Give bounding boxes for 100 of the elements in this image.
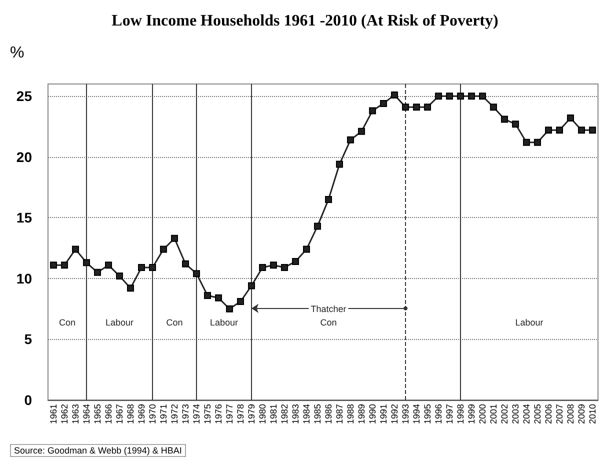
x-tick-label: 1990 (368, 404, 378, 424)
x-tick-label: 1972 (170, 404, 180, 424)
point (226, 305, 233, 312)
point (358, 128, 365, 135)
y-axis-title: % (10, 44, 24, 62)
annotation: Con (58, 318, 76, 328)
x-tick-label: 1968 (126, 404, 136, 424)
point (468, 92, 475, 100)
annotation: Thatcher (310, 304, 346, 314)
point (215, 294, 222, 302)
point (292, 258, 299, 265)
point (61, 262, 68, 269)
x-tick-label: 1981 (268, 404, 278, 424)
point (457, 92, 464, 100)
x-tick-label: 2005 (532, 404, 542, 424)
point (347, 136, 354, 144)
point (83, 259, 90, 266)
x-tick-label: 1969 (136, 404, 146, 424)
x-tick-label: 1973 (180, 404, 190, 424)
x-tick-label: 1993 (400, 404, 410, 424)
x-tick-label: 1974 (192, 404, 202, 424)
annotation: Con (166, 318, 183, 328)
x-tick-label: 1970 (148, 404, 158, 424)
point (314, 222, 321, 230)
point (248, 282, 255, 290)
x-tick-label: 1996 (434, 404, 444, 424)
point (325, 196, 332, 203)
point (369, 107, 376, 114)
x-tick-label: 2003 (510, 404, 520, 424)
point (512, 120, 519, 128)
y-tick-label: 0 (24, 392, 32, 408)
x-tick-label: 2007 (554, 404, 564, 424)
x-tick-label: 1998 (456, 404, 466, 424)
point (567, 114, 574, 122)
point (105, 262, 112, 269)
point (193, 270, 200, 278)
x-tick-label: 1961 (48, 404, 58, 424)
point (424, 104, 431, 111)
x-tick-label: 2004 (522, 404, 532, 424)
point (72, 246, 79, 253)
point (446, 92, 453, 100)
point (556, 126, 563, 134)
chart-title: Low Income Households 1961 -2010 (At Risk of Poverty) (112, 12, 498, 30)
point (171, 234, 178, 242)
y-tick-label: 15 (16, 210, 32, 226)
point (204, 292, 211, 299)
point (303, 246, 310, 253)
y-tick-label: 20 (16, 148, 32, 165)
point (380, 100, 387, 107)
point (402, 104, 409, 111)
x-tick-label: 1963 (70, 404, 80, 424)
point (182, 260, 189, 268)
point (116, 272, 123, 280)
x-tick-label: 1964 (82, 404, 92, 424)
point (270, 262, 277, 269)
x-tick-label: 2000 (478, 404, 488, 424)
x-tick-label: 2006 (544, 404, 554, 424)
annotation: Labour (515, 318, 544, 328)
x-tick-label: 1971 (158, 404, 168, 424)
x-tick-label: 1992 (390, 404, 400, 424)
x-tick-label: 1989 (356, 404, 366, 424)
point (479, 92, 486, 100)
x-tick-label: 1988 (346, 404, 356, 424)
x-tick-label: 1979 (246, 404, 256, 424)
x-tick-label: 1982 (280, 404, 290, 424)
x-tick-label: 2001 (488, 404, 498, 424)
x-tick-label: 1991 (378, 404, 388, 424)
point (50, 262, 57, 269)
y-tick-label: 10 (16, 270, 32, 286)
annotation: Labour (105, 318, 134, 328)
x-tick-label: 1986 (324, 404, 334, 424)
point (127, 284, 134, 292)
x-tick-label: 1975 (202, 404, 212, 424)
x-tick-label: 2008 (566, 404, 576, 424)
y-tick-label: 5 (24, 331, 32, 348)
annotation: Con (320, 318, 337, 328)
point (391, 91, 398, 98)
x-tick-label: 1976 (214, 404, 224, 424)
point (138, 264, 145, 272)
x-tick-label: 2010 (588, 404, 598, 424)
point (149, 264, 156, 272)
x-tick-label: 1978 (236, 404, 246, 424)
x-tick-label: 1995 (422, 404, 432, 424)
x-tick-label: 2002 (500, 404, 510, 424)
x-tick-label: 1983 (290, 404, 300, 424)
x-tick-label: 1980 (258, 404, 268, 424)
point (490, 104, 497, 111)
y-tick-label: 25 (16, 88, 32, 104)
point (94, 268, 101, 276)
x-tick-label: 1966 (104, 404, 114, 424)
x-tick-label: 1994 (412, 404, 422, 424)
x-tick-label: 1997 (444, 404, 454, 424)
point (435, 92, 442, 100)
point (501, 116, 508, 123)
x-tick-label: 2009 (576, 404, 586, 424)
point (523, 138, 530, 146)
x-tick-label: 1999 (466, 404, 476, 424)
x-tick-label: 1985 (312, 404, 322, 424)
point (589, 126, 596, 134)
point (545, 126, 552, 134)
